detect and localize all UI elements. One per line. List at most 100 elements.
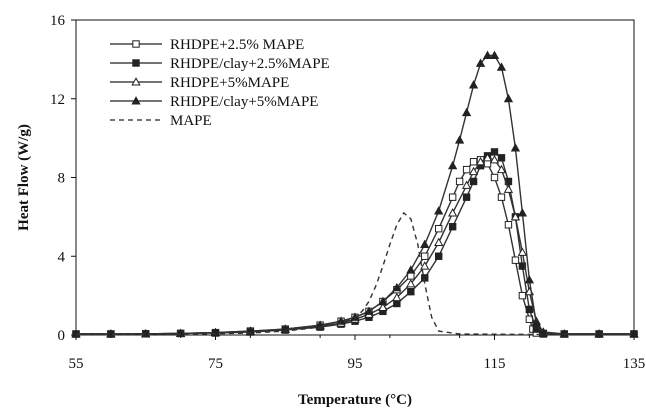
data-point bbox=[71, 329, 81, 338]
data-point bbox=[531, 318, 541, 327]
y-tick-label: 16 bbox=[50, 13, 66, 29]
data-point bbox=[435, 252, 443, 260]
x-tick-label: 75 bbox=[208, 356, 223, 372]
x-axis-ticks: 55 75 95 115 135 bbox=[69, 335, 646, 372]
y-tick-label: 8 bbox=[58, 171, 66, 187]
data-point bbox=[510, 143, 521, 152]
x-tick-label: 135 bbox=[623, 356, 646, 372]
series-2 bbox=[72, 148, 638, 338]
data-point bbox=[392, 282, 402, 292]
series-5 bbox=[75, 211, 634, 336]
plot-area bbox=[75, 19, 635, 336]
data-point bbox=[132, 40, 140, 48]
data-point bbox=[407, 287, 415, 296]
x-axis-title: Temperature (°C) bbox=[298, 392, 412, 408]
data-point bbox=[510, 212, 521, 221]
series-line bbox=[76, 157, 634, 335]
data-point bbox=[469, 158, 478, 166]
data-point bbox=[489, 50, 500, 59]
data-point bbox=[518, 291, 527, 300]
data-point bbox=[489, 154, 500, 164]
data-point bbox=[378, 296, 388, 306]
data-point bbox=[461, 107, 472, 117]
y-tick-label: 12 bbox=[50, 92, 65, 108]
legend: RHDPE+2.5% MAPE RHDPE/clay+2.5%MAPE RHDPE+… bbox=[110, 37, 330, 129]
data-point bbox=[497, 193, 506, 201]
y-axis-title: Heat Flow (W/g) bbox=[16, 124, 32, 231]
series-1 bbox=[72, 156, 638, 338]
x-tick-label: 95 bbox=[348, 356, 363, 372]
series-3 bbox=[71, 152, 639, 338]
plot-frame bbox=[75, 19, 635, 336]
legend-item: RHDPE/clay+5%MAPE bbox=[110, 94, 318, 110]
data-point bbox=[392, 292, 402, 302]
data-point bbox=[455, 177, 464, 186]
data-point bbox=[448, 223, 457, 231]
data-point bbox=[434, 237, 444, 247]
legend-label: MAPE bbox=[170, 113, 212, 129]
y-tick-label: 4 bbox=[58, 249, 66, 265]
data-point bbox=[496, 62, 507, 71]
data-point bbox=[517, 208, 528, 217]
series-4 bbox=[71, 50, 639, 338]
data-point bbox=[511, 256, 520, 264]
data-point bbox=[406, 265, 416, 274]
data-point bbox=[475, 156, 486, 166]
data-point bbox=[393, 299, 401, 308]
data-point bbox=[517, 247, 528, 256]
data-point bbox=[468, 166, 479, 176]
x-tick-label: 115 bbox=[484, 356, 506, 372]
data-point bbox=[364, 306, 374, 315]
data-point bbox=[448, 208, 458, 217]
series-line bbox=[76, 159, 634, 335]
data-point bbox=[497, 154, 506, 162]
data-point bbox=[454, 135, 465, 144]
legend-label: RHDPE/clay+5%MAPE bbox=[170, 94, 318, 110]
data-point bbox=[504, 221, 513, 229]
data-point bbox=[524, 275, 535, 284]
data-point bbox=[629, 329, 639, 338]
series-line bbox=[76, 54, 634, 335]
data-point bbox=[378, 302, 388, 311]
data-point bbox=[421, 252, 429, 260]
data-point bbox=[469, 177, 478, 186]
data-point bbox=[132, 59, 140, 67]
data-point bbox=[461, 180, 472, 189]
y-axis-ticks: 0 4 8 12 16 bbox=[50, 13, 76, 344]
data-point bbox=[490, 173, 499, 182]
legend-label: RHDPE/clay+2.5%MAPE bbox=[170, 56, 330, 72]
legend-label: RHDPE+2.5% MAPE bbox=[170, 37, 304, 53]
data-point bbox=[131, 96, 141, 105]
legend-label: RHDPE+5%MAPE bbox=[170, 75, 289, 91]
legend-item: RHDPE+2.5% MAPE bbox=[110, 37, 304, 53]
data-point bbox=[503, 93, 514, 103]
data-point bbox=[434, 206, 444, 215]
data-point bbox=[336, 316, 346, 325]
data-point bbox=[131, 77, 141, 86]
legend-item: RHDPE/clay+2.5%MAPE bbox=[110, 56, 330, 72]
data-point bbox=[406, 278, 416, 288]
data-point bbox=[482, 50, 493, 59]
data-point bbox=[518, 262, 527, 270]
legend-item: MAPE bbox=[110, 113, 212, 129]
series-line bbox=[76, 151, 634, 335]
data-point bbox=[594, 329, 604, 338]
data-point bbox=[483, 160, 492, 168]
series-layer bbox=[71, 50, 639, 338]
data-point bbox=[525, 305, 534, 314]
data-point bbox=[482, 152, 493, 162]
data-point bbox=[448, 193, 457, 201]
x-tick-label: 55 bbox=[69, 356, 84, 372]
data-point bbox=[503, 184, 514, 193]
data-point bbox=[462, 165, 471, 174]
data-point bbox=[468, 80, 479, 89]
legend-item: RHDPE+5%MAPE bbox=[110, 75, 289, 91]
data-point bbox=[420, 239, 430, 248]
series-line bbox=[75, 211, 634, 336]
data-point bbox=[448, 160, 458, 170]
data-point bbox=[475, 58, 486, 67]
data-point bbox=[435, 224, 443, 233]
data-point bbox=[106, 329, 116, 338]
data-point bbox=[496, 164, 507, 174]
